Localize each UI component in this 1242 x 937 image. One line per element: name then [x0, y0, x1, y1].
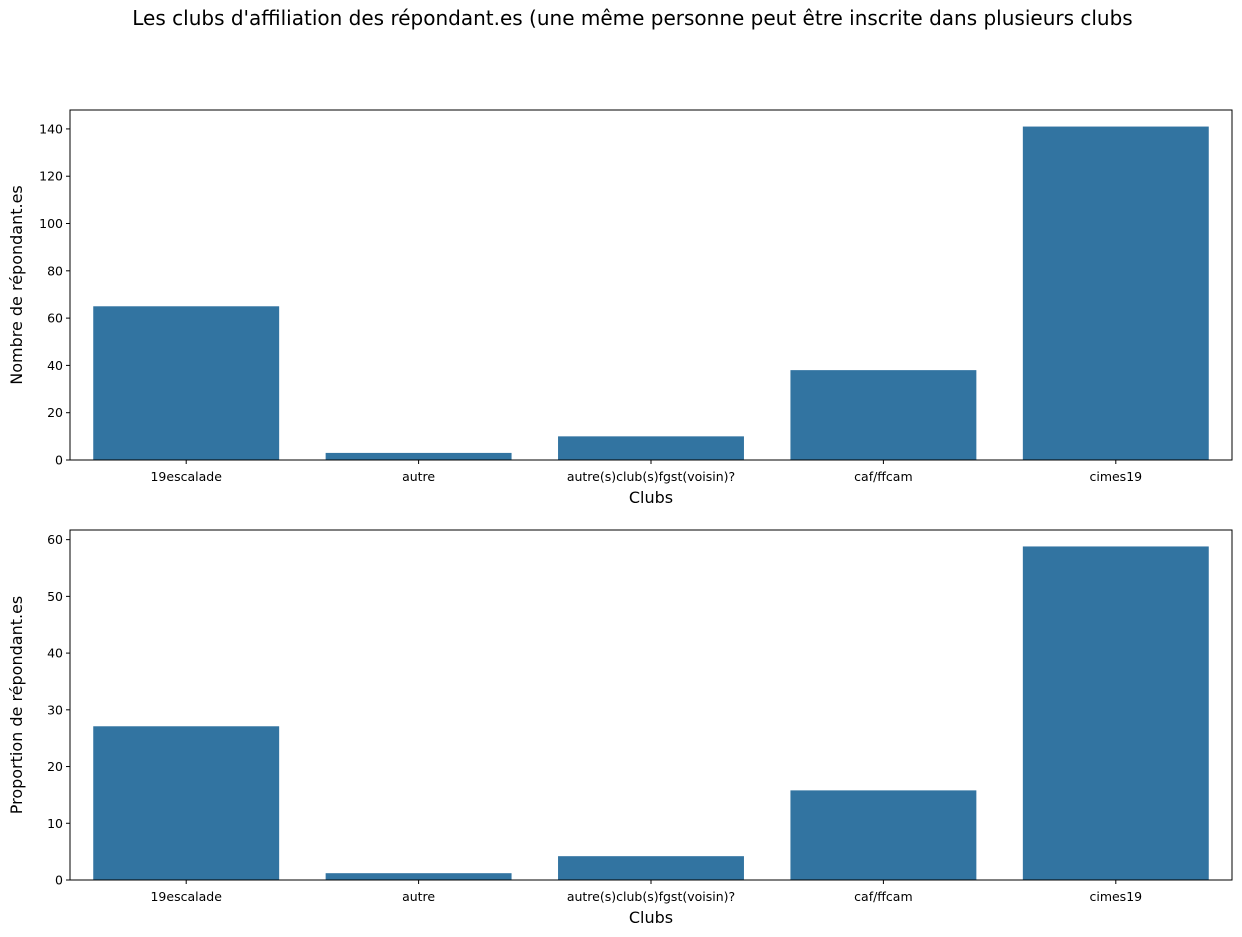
x-tick-label: autre: [402, 889, 435, 904]
bar-1-0: [93, 726, 280, 880]
bar-1-3: [790, 790, 977, 880]
y-axis-label: Proportion de répondant.es: [7, 596, 26, 815]
y-tick-label: 80: [47, 263, 63, 278]
y-tick-label: 140: [39, 121, 63, 136]
bar-0-2: [558, 436, 744, 460]
y-tick-label: 0: [55, 453, 63, 468]
y-tick-label: 10: [47, 816, 63, 831]
y-tick-label: 40: [47, 358, 63, 373]
bar-0-4: [1022, 126, 1209, 461]
bar-0-3: [790, 370, 977, 460]
chart-panel-count: 0 20 40 60 80 100 120 140 19escalade autre autre(s…: [7, 109, 1233, 507]
bar-1-4: [1022, 546, 1209, 880]
y-tick-label: 60: [47, 311, 63, 326]
x-tick-label: autre(s)club(s)fgst(voisin)?: [567, 469, 735, 484]
bar-0-0: [93, 306, 280, 460]
bar-1-2: [558, 856, 744, 880]
x-tick-label: 19escalade: [150, 889, 222, 904]
x-tick-label: caf/ffcam: [854, 469, 912, 484]
x-tick-label: caf/ffcam: [854, 889, 912, 904]
x-axis-label: Clubs: [629, 908, 673, 927]
y-tick-label: 40: [47, 646, 63, 661]
y-axis-label: Nombre de répondant.es: [7, 185, 26, 385]
chart-panel-proportion: 0 10 20 30 40 50 60 19escalade autre autre(s)club…: [7, 529, 1233, 927]
x-tick-label: cimes19: [1089, 889, 1142, 904]
x-axis-label: Clubs: [629, 488, 673, 507]
x-tick-label: autre: [402, 469, 435, 484]
y-tick-label: 100: [39, 216, 63, 231]
y-tick-label: 30: [47, 702, 63, 717]
y-tick-label: 0: [55, 873, 63, 888]
bar-0-1: [325, 452, 512, 460]
y-tick-label: 50: [47, 589, 63, 604]
bar-1-1: [325, 873, 512, 880]
y-tick-label: 60: [47, 532, 63, 547]
figure-title: Les clubs d'affiliation des répondant.es…: [132, 6, 1133, 30]
y-tick-label: 20: [47, 759, 63, 774]
x-tick-label: cimes19: [1089, 469, 1142, 484]
x-tick-label: 19escalade: [150, 469, 222, 484]
y-tick-label: 20: [47, 405, 63, 420]
x-tick-label: autre(s)club(s)fgst(voisin)?: [567, 889, 735, 904]
y-tick-label: 120: [39, 169, 63, 184]
